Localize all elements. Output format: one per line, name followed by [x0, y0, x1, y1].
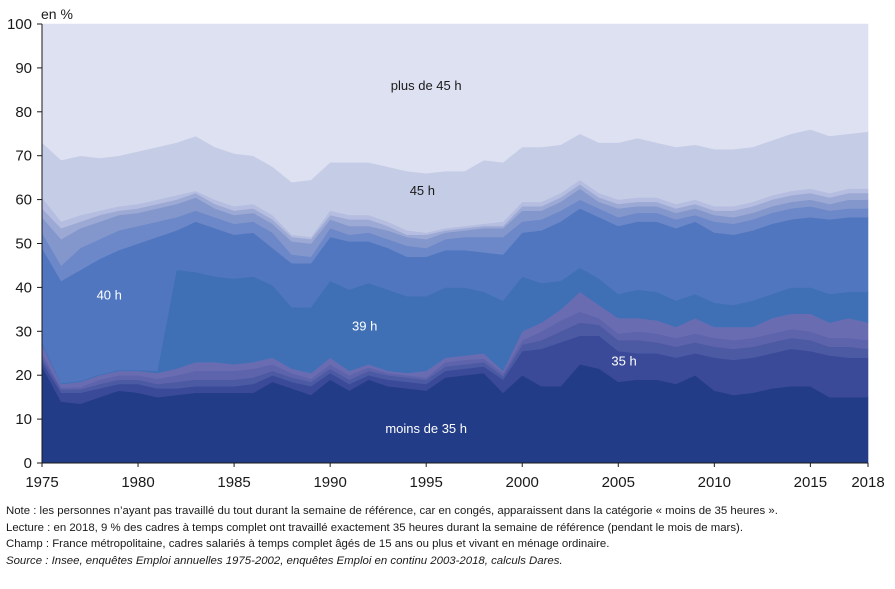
y-axis-unit-label: en % [41, 6, 73, 22]
x-tick-label: 1985 [217, 474, 250, 491]
y-tick-label: 70 [15, 148, 32, 165]
y-tick-label: 50 [15, 236, 32, 253]
y-tick-label: 20 [15, 367, 32, 384]
area-annotations: plus de 45 h 45 h 40 h 39 h 35 h moins de 35 … [97, 78, 637, 436]
area-label: plus de 45 h [391, 78, 462, 93]
area-label: moins de 35 h [385, 421, 467, 436]
x-tick-label: 2015 [794, 474, 827, 491]
x-tick-label: 2000 [506, 474, 539, 491]
x-tick-label: 1975 [25, 474, 58, 491]
y-tick-label: 80 [15, 104, 32, 121]
area-band-13 [41, 23, 869, 183]
x-tick-label: 1995 [409, 474, 442, 491]
x-tick-label: 2005 [602, 474, 635, 491]
champ-text: Champ : France métropolitaine, cadres sa… [6, 538, 610, 551]
y-tick-label: 40 [15, 279, 32, 296]
y-tick-label: 0 [24, 455, 32, 472]
y-axis-ticks: 0 10 20 30 40 50 60 70 80 90 100 [7, 16, 42, 472]
area-label: 35 h [611, 354, 636, 369]
x-tick-label: 1990 [313, 474, 346, 491]
area-label: 45 h [410, 183, 435, 198]
area-label: 40 h [97, 287, 122, 302]
x-tick-label: 2018 [851, 474, 884, 491]
lecture-text: Lecture : en 2018, 9 % des cadres à temp… [6, 521, 743, 534]
x-tick-label: 2010 [698, 474, 731, 491]
area-layers [41, 23, 869, 464]
y-tick-label: 60 [15, 192, 32, 209]
source-text: Source : Insee, enquêtes Emploi annuelle… [6, 554, 563, 567]
x-tick-label: 1980 [121, 474, 154, 491]
chart-notes: Note : les personnes n’ayant pas travail… [6, 503, 891, 569]
x-axis-ticks: 1975 1980 1985 1990 1995 2000 2005 2010 2015 2018 [25, 463, 885, 491]
y-tick-label: 90 [15, 60, 32, 77]
y-tick-label: 10 [15, 411, 32, 428]
y-tick-label: 100 [7, 16, 32, 33]
area-label: 39 h [352, 318, 377, 333]
note-text: Note : les personnes n’ayant pas travail… [6, 505, 778, 517]
y-tick-label: 30 [15, 323, 32, 340]
